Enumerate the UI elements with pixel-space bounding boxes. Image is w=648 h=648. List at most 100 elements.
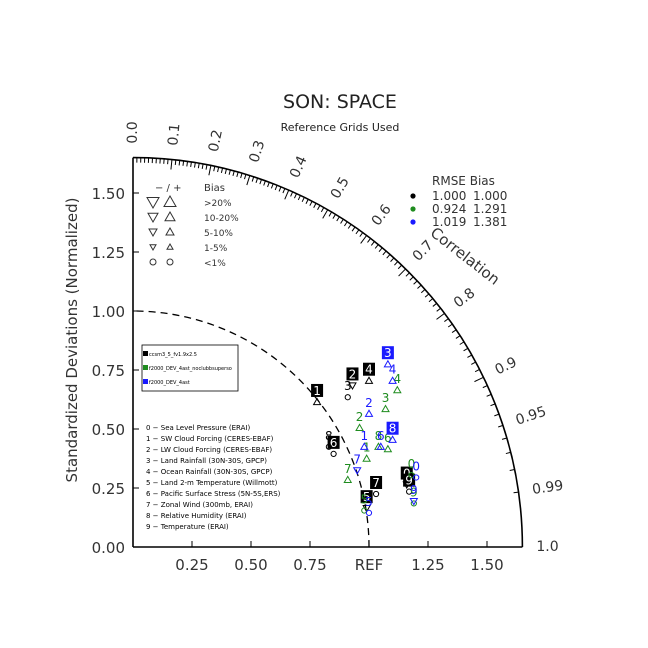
corr-tick: [513, 491, 519, 494]
point-marker-circle: [406, 488, 413, 495]
corr-tick: [205, 164, 208, 170]
variable-item: 8 − Relative Humidity (ERAI): [146, 512, 247, 520]
point-marker-circle: [365, 509, 373, 516]
corr-tick: [251, 176, 255, 182]
corr-tick: [259, 179, 262, 185]
y-tick-label: 1.50: [92, 185, 125, 203]
rmse-dot: [410, 206, 416, 212]
rmse-value: 0.924: [432, 202, 466, 216]
corr-tick: [467, 354, 473, 358]
point-marker-triangle: [381, 404, 390, 413]
corr-tick: [494, 413, 500, 417]
point-label: 4: [365, 363, 373, 377]
point-label-box: [370, 476, 383, 489]
corr-tick: [197, 163, 200, 169]
point-marker-triangle: [383, 444, 393, 453]
corr-tick: [463, 347, 469, 352]
point-label: 5: [365, 495, 373, 509]
point-marker-triangle: [383, 359, 393, 368]
variable-item: 9 − Temperature (ERAI): [146, 523, 229, 531]
corr-tick: [240, 173, 243, 179]
corr-tick: [328, 211, 333, 217]
x-tick-label: REF: [355, 556, 384, 574]
corr-tick: [322, 209, 329, 219]
bias-circle: [149, 258, 157, 266]
bias-legend-label: 1-5%: [204, 244, 228, 254]
corr-tick: [186, 161, 189, 167]
point-marker-triangle: [312, 397, 322, 406]
point-marker-circle: [330, 450, 337, 457]
point-label: 7: [372, 476, 380, 490]
point-label-box: [381, 346, 394, 360]
point-label: 6: [330, 436, 338, 450]
axes-group: 0.000.250.500.751.001.251.500.25 0.50 0.75…: [92, 121, 565, 574]
point-marker-circle: [361, 507, 368, 514]
series-swatch: [143, 351, 148, 356]
variable-item: 4 − Ocean Rainfall (30N-30S, GPCP): [146, 468, 273, 476]
corr-tick: [424, 293, 430, 298]
x-tick-label: 1.50: [470, 556, 503, 574]
corr-tick: [405, 272, 410, 277]
point-label: 0: [403, 467, 411, 481]
corr-tick: [447, 323, 453, 328]
bias-value: 1.291: [473, 202, 507, 216]
corr-tick: [301, 197, 305, 203]
y-tick-label: 0.00: [92, 539, 125, 557]
point-marker-circle: [413, 474, 420, 481]
variable-item: 6 − Pacific Surface Stress (5N-5S,ERS): [146, 490, 281, 498]
point-marker-triangle: [364, 376, 374, 384]
rmse-value: 1.000: [432, 189, 466, 203]
rmse-dot: [410, 219, 416, 225]
point-marker-triangle: [388, 435, 397, 443]
corr-tick: [224, 168, 227, 174]
point-marker-circle: [372, 490, 380, 498]
point-label: 3: [382, 391, 390, 405]
point-label: 1: [313, 384, 321, 398]
point-label: 1: [360, 429, 368, 443]
point-label: 7: [344, 462, 352, 476]
corr-tick: [182, 160, 185, 166]
y-tick-label: 0.75: [92, 362, 125, 380]
corr-tick: [336, 216, 340, 222]
point-marker-triangle: [352, 467, 362, 475]
corr-tick: [236, 171, 239, 178]
bias-down-triangle: [148, 228, 158, 238]
corr-tick: [340, 218, 344, 224]
point-marker-triangle: [388, 376, 397, 384]
corr-tick: [436, 307, 441, 312]
variable-item: 1 − SW Cloud Forcing (CERES-EBAF): [146, 435, 274, 443]
corr-tick: [232, 170, 235, 176]
point-label-box: [363, 362, 375, 376]
point-marker-triangle: [392, 385, 402, 394]
point-label-box: [386, 421, 399, 435]
corr-tick-label: 0.1: [165, 123, 183, 147]
corr-tick: [201, 163, 204, 169]
bias-legend-signs: − / +: [155, 183, 181, 194]
corr-tick: [428, 298, 434, 303]
corr-tick-label: 0.3: [246, 139, 268, 165]
point-label: 6: [377, 429, 385, 443]
bias-legend-label: <1%: [204, 259, 226, 269]
corr-tick: [344, 221, 348, 227]
y-tick-label: 1.25: [92, 244, 125, 262]
corr-tick: [355, 229, 360, 235]
corr-tick: [228, 169, 231, 175]
corr-tick: [293, 193, 298, 199]
corr-tick: [267, 182, 270, 188]
corr-tick: [397, 264, 403, 270]
corr-tick-label: 0.0: [125, 121, 141, 143]
series-name: ccsm3_5_fv1.9x2.5: [149, 352, 197, 358]
bias-down-triangle: [146, 197, 160, 210]
x-tick-label: 0.75: [293, 556, 326, 574]
point-label: 8: [375, 429, 383, 443]
bias-up-triangle: [163, 194, 177, 207]
x-tick-label: 0.25: [175, 556, 208, 574]
bias-legend-label: 10-20%: [204, 214, 239, 224]
point-label-box: [403, 473, 416, 487]
corr-tick: [486, 393, 492, 397]
variable-item: 0 − Sea Level Pressure (ERAI): [146, 424, 250, 432]
variable-item: 2 − LW Cloud Forcing (CERES-EBAF): [146, 446, 272, 454]
point-label: 2: [349, 367, 357, 381]
corr-tick: [413, 280, 418, 285]
